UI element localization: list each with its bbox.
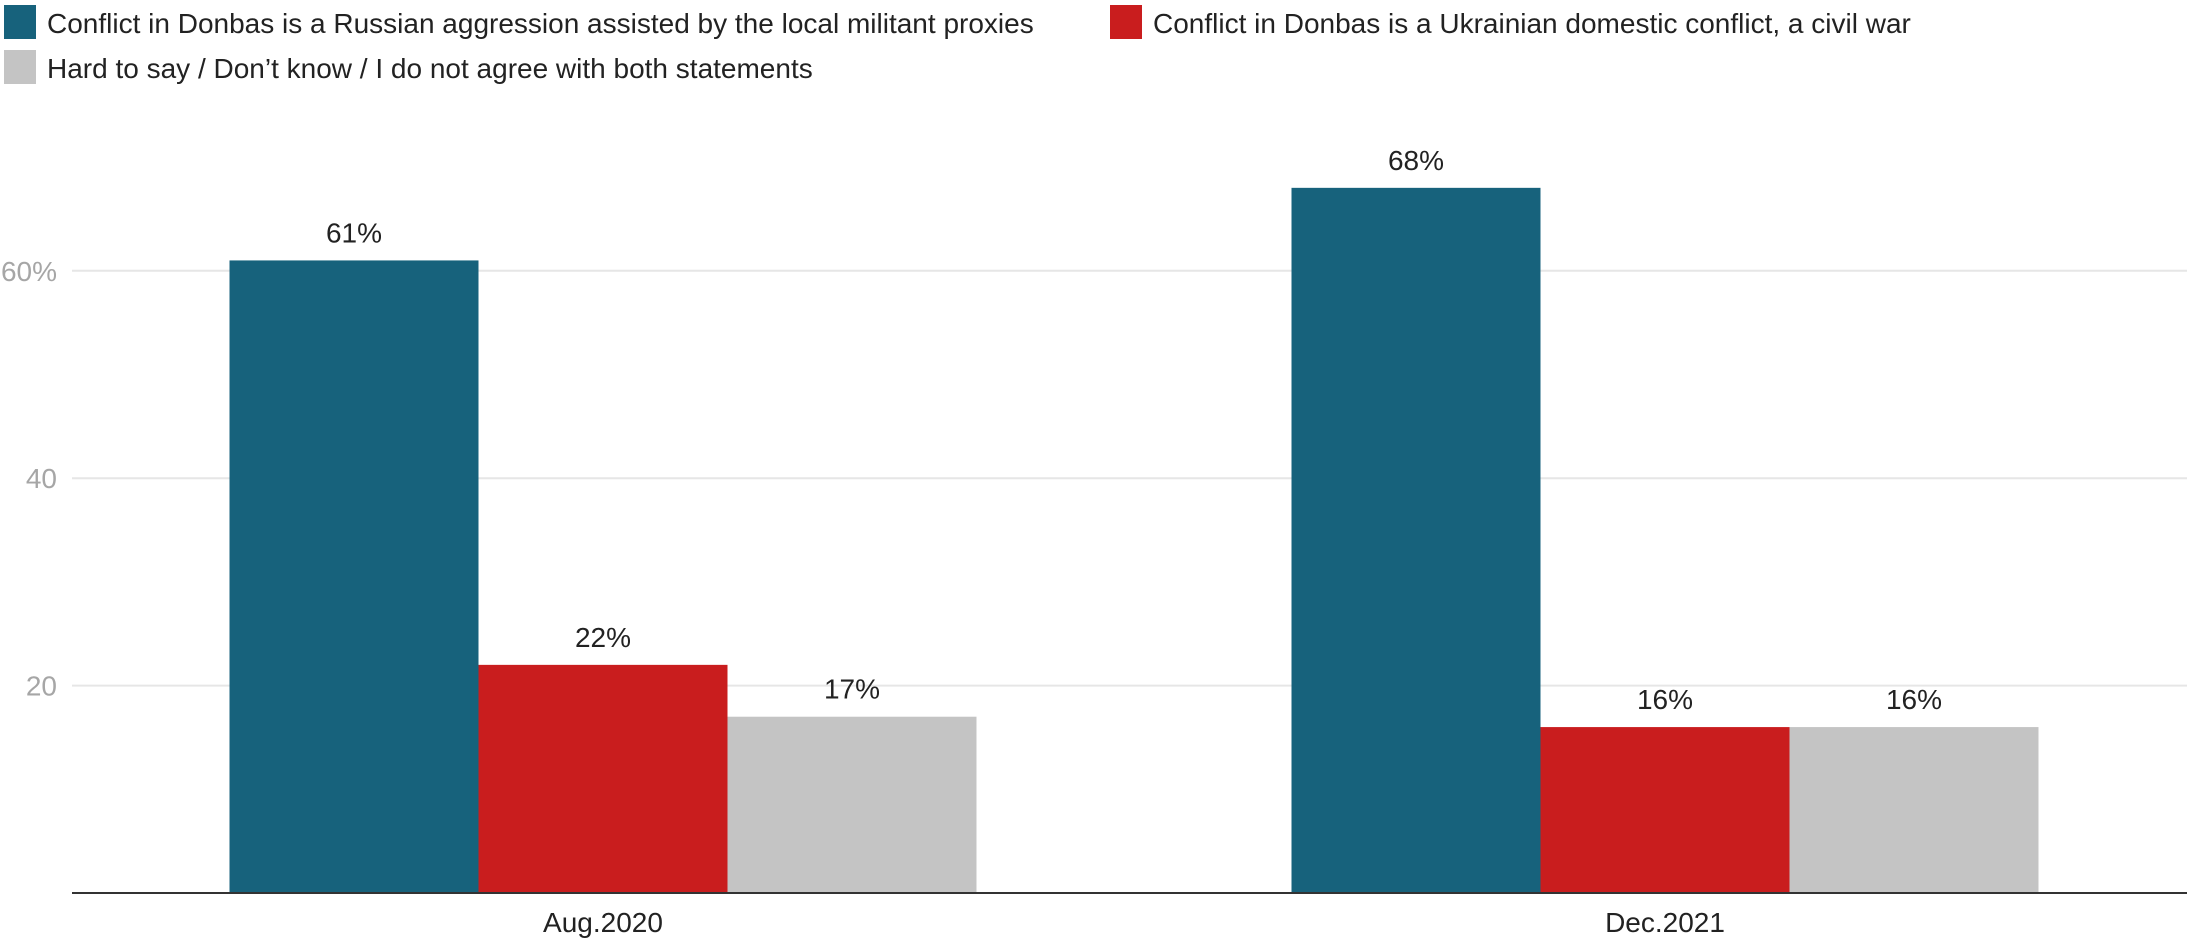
legend-label-3: Hard to say / Don’t know / I do not agre…: [47, 53, 813, 84]
data-label-Dec.2021-series-1: 68%: [1388, 145, 1444, 176]
legend-label-2: Conflict in Donbas is a Ukrainian domest…: [1153, 8, 1911, 39]
legend-label-1: Conflict in Donbas is a Russian aggressi…: [47, 8, 1034, 39]
y-tick-label-20: 20: [26, 671, 57, 702]
legend-swatch-1: [4, 5, 36, 39]
bars: [229, 187, 2039, 894]
legend: Conflict in Donbas is a Russian aggressi…: [4, 5, 1911, 84]
bar-Aug.2020-series-1: [229, 260, 479, 893]
bar-Dec.2021-series-1: [1291, 187, 1541, 894]
legend-swatch-2: [1110, 5, 1142, 39]
y-tick-label-60: 60%: [1, 256, 57, 287]
data-label-Aug.2020-series-1: 61%: [326, 217, 382, 248]
data-label-Dec.2021-series-3: 16%: [1886, 684, 1942, 715]
bar-Dec.2021-series-3: [1789, 727, 2039, 893]
y-axis-ticks: 20 40 60%: [1, 256, 57, 702]
bar-Aug.2020-series-2: [478, 664, 728, 893]
x-category-label-2: Dec.2021: [1605, 907, 1725, 938]
bar-Dec.2021-series-2: [1540, 727, 1790, 893]
bar-Aug.2020-series-3: [727, 716, 977, 893]
value-labels: 61% 22% 17% 68% 16% 16%: [326, 145, 1942, 715]
x-category-label-1: Aug.2020: [543, 907, 663, 938]
data-label-Aug.2020-series-2: 22%: [575, 622, 631, 653]
y-tick-label-40: 40: [26, 463, 57, 494]
legend-swatch-3: [4, 50, 36, 84]
data-label-Aug.2020-series-3: 17%: [824, 674, 880, 705]
x-axis-categories: Aug.2020 Dec.2021: [543, 907, 1725, 938]
data-label-Dec.2021-series-2: 16%: [1637, 684, 1693, 715]
